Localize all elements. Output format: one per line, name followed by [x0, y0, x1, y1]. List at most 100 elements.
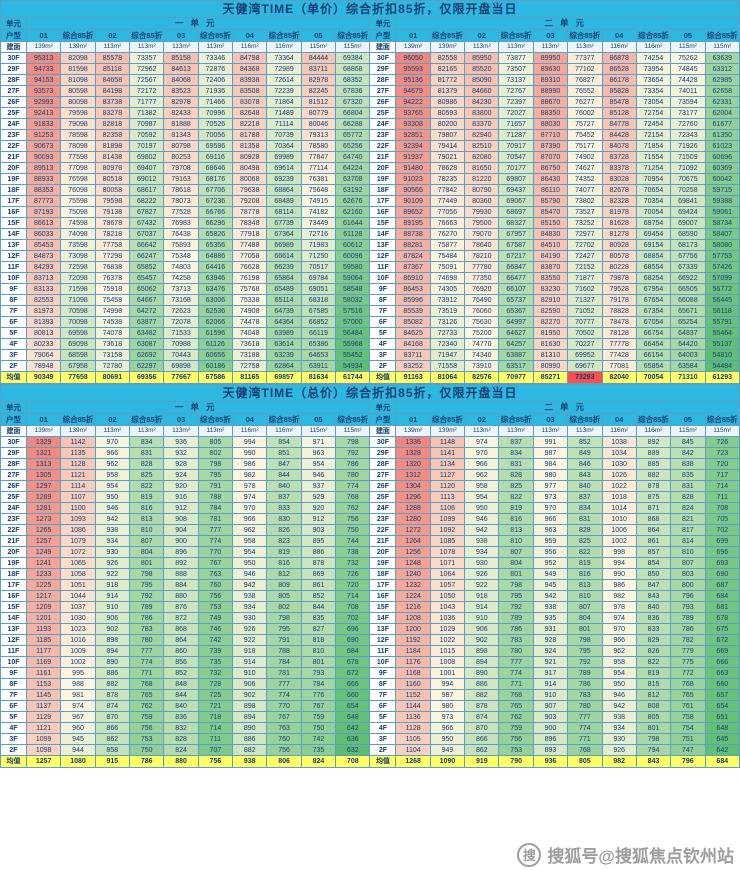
price-cell: 835 — [670, 469, 706, 481]
price-cell: 950 — [464, 502, 500, 514]
avg-cell: 708 — [335, 755, 371, 768]
area-cell: 113m² — [567, 425, 603, 437]
price-cell: 928 — [532, 634, 569, 646]
price-cell: 76381 — [300, 173, 337, 185]
price-cell: 1281 — [25, 502, 62, 514]
price-cell: 75091 — [429, 261, 466, 273]
price-cell: 73354 — [635, 85, 672, 97]
price-cell: 87193 — [25, 206, 62, 218]
watermark: 搜 搜狐号@搜狐焦点钦州站 — [517, 842, 734, 867]
price-cell: 813 — [129, 513, 165, 525]
price-cell: 67958 — [60, 360, 96, 372]
price-cell: 80990 — [532, 360, 569, 372]
price-cell: 58032 — [335, 294, 371, 306]
price-cell: 65457 — [129, 272, 165, 284]
price-cell: 69424 — [670, 206, 706, 218]
area-cell: 113m² — [532, 425, 569, 437]
price-cell: 824 — [163, 744, 199, 756]
price-cell: 68590 — [670, 228, 706, 240]
price-cell: 69007 — [670, 217, 706, 229]
price-cell: 54934 — [335, 360, 371, 372]
price-cell: 80360 — [464, 195, 500, 207]
price-cell: 72989 — [266, 63, 302, 75]
price-cell: 1093 — [60, 513, 96, 525]
price-cell: 85150 — [532, 217, 569, 229]
price-cell: 1104 — [395, 744, 431, 756]
price-cell: 906 — [464, 623, 500, 635]
price-cell: 1185 — [25, 634, 62, 646]
price-cell: 1320 — [395, 458, 431, 470]
price-cell: 60656 — [197, 349, 234, 361]
price-cell: 792 — [498, 601, 534, 613]
price-cell: 69784 — [300, 272, 337, 284]
price-cell: 1160 — [395, 678, 431, 690]
price-cell: 938 — [464, 535, 500, 547]
floor-label: 18F — [0, 568, 27, 580]
price-cell: 80098 — [60, 96, 96, 108]
price-cell: 1137 — [25, 700, 62, 712]
price-cell: 73188 — [232, 349, 268, 361]
price-cell: 1305 — [25, 469, 62, 481]
price-cell: 1232 — [395, 579, 431, 591]
price-cell: 774 — [266, 689, 302, 701]
price-cell: 822 — [567, 546, 603, 558]
price-cell: 958 — [464, 480, 500, 492]
price-cell: 66766 — [197, 206, 234, 218]
price-cell: 958 — [94, 469, 131, 481]
price-cell: 65772 — [335, 129, 371, 141]
price-cell: 80813 — [25, 327, 62, 339]
price-cell: 75484 — [429, 250, 466, 262]
price-cell: 1176 — [395, 656, 431, 668]
price-cell: 83252 — [395, 360, 431, 372]
area-cell: 113m² — [567, 41, 603, 53]
price-cell: 80498 — [232, 162, 268, 174]
col-header: 综合85折 — [429, 29, 466, 42]
price-cell: 70917 — [498, 140, 534, 152]
price-cell: 69898 — [163, 360, 199, 372]
price-cell: 78128 — [601, 327, 637, 339]
price-cell: 66505 — [670, 283, 706, 295]
price-cell: 91480 — [395, 162, 431, 174]
price-cell: 63911 — [300, 360, 337, 372]
floor-label: 29F — [369, 63, 397, 75]
price-cell: 67954 — [635, 283, 672, 295]
price-cell: 918 — [232, 645, 268, 657]
price-cell: 862 — [464, 744, 500, 756]
price-cell: 79708 — [163, 162, 199, 174]
price-cell: 74182 — [300, 206, 337, 218]
price-cell: 69677 — [567, 360, 603, 372]
price-cell: 66922 — [670, 272, 706, 284]
price-cell: 82328 — [601, 195, 637, 207]
price-cell: 67320 — [335, 96, 371, 108]
price-cell: 77842 — [429, 184, 466, 196]
price-cell: 987 — [429, 689, 466, 701]
price-cell: 71114 — [266, 118, 302, 130]
price-cell: 742 — [197, 634, 234, 646]
price-cell: 59061 — [704, 206, 740, 218]
price-cell: 83550 — [532, 272, 569, 284]
price-cell: 783 — [129, 623, 165, 635]
price-cell: 735 — [197, 656, 234, 668]
price-cell: 945 — [532, 579, 569, 591]
price-cell: 1193 — [25, 623, 62, 635]
price-cell: 1127 — [429, 469, 466, 481]
price-cell: 77758 — [94, 239, 131, 251]
price-cell: 796 — [670, 590, 706, 602]
price-cell: 759 — [498, 722, 534, 734]
price-cell: 866 — [94, 722, 131, 734]
col-header: 05 — [300, 29, 337, 42]
price-cell: 1233 — [25, 568, 62, 580]
price-cell: 780 — [567, 700, 603, 712]
price-cell: 70996 — [197, 107, 234, 119]
avg-cell: 80691 — [94, 371, 131, 384]
price-cell: 71250 — [300, 250, 337, 262]
price-cell: 900 — [163, 535, 199, 547]
watermark-text: 搜狐号@搜狐焦点钦州站 — [547, 847, 734, 866]
price-cell: 738 — [335, 546, 371, 558]
avg-cell: 81634 — [300, 371, 337, 384]
avg-cell: 1090 — [429, 755, 466, 768]
price-cell: 798 — [266, 612, 302, 624]
floor-label: 21F — [0, 151, 27, 163]
price-cell: 68222 — [129, 195, 165, 207]
price-cell: 63192 — [335, 184, 371, 196]
